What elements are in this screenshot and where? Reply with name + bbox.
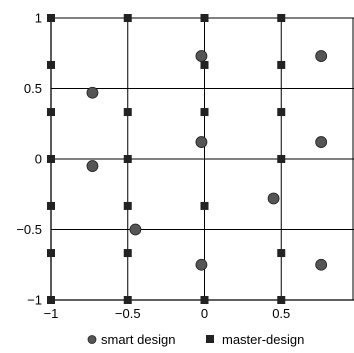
x-tick-label: 0 (201, 306, 208, 321)
master-design-point (47, 14, 55, 22)
master-design-point (47, 108, 55, 117)
smart-design-point (267, 192, 280, 205)
x-tick-label: 0.5 (272, 306, 290, 321)
y-tick-label: 0.5 (24, 81, 42, 96)
master-design-point (123, 249, 132, 258)
smart-design-point (86, 160, 99, 172)
smart-design-point (195, 258, 208, 271)
x-tick-label: −1 (44, 306, 59, 321)
legend-smart-design-label: smart design (101, 332, 175, 347)
master-design-point (277, 296, 286, 304)
smart-design-point (86, 86, 99, 99)
master-design-point (200, 108, 209, 117)
master-design-point (277, 249, 286, 258)
smart-design-point (315, 50, 328, 62)
legend-master-design-label: master-design (222, 332, 304, 347)
smart-design-point (195, 50, 208, 62)
y-tick-labels: 1 0.5 0 −0.5 −1 (16, 11, 42, 308)
legend: smart design master-design (87, 332, 304, 347)
data-marks (47, 14, 328, 304)
master-design-point (200, 201, 209, 210)
master-design-point (123, 296, 132, 304)
master-design-point (47, 60, 55, 69)
x-tick-label: −0.5 (115, 306, 141, 321)
master-design-point (277, 155, 286, 163)
smart-design-point (315, 136, 328, 148)
x-tick-labels: −1−0.500.51 (44, 306, 291, 321)
legend-smart-design-marker (87, 335, 97, 344)
master-design-point (123, 155, 132, 163)
master-design-point (277, 108, 286, 117)
master-design-point (123, 108, 132, 117)
master-design-point (200, 296, 209, 304)
master-design-point (277, 14, 286, 22)
master-design-point (47, 249, 55, 258)
smart-design-point (129, 223, 142, 236)
y-tick-label: −0.5 (16, 222, 42, 237)
legend-master-design-marker (206, 335, 214, 343)
y-tick-label: −1 (27, 293, 42, 308)
master-design-point (47, 296, 55, 304)
master-design-point (200, 60, 209, 69)
y-tick-label: 0 (35, 152, 42, 167)
master-design-point (200, 14, 209, 22)
master-design-point (47, 201, 55, 210)
smart-design-point (195, 136, 208, 148)
master-design-point (123, 14, 132, 22)
smart-design-point (315, 258, 328, 271)
master-design-point (47, 155, 55, 163)
master-design-point (123, 201, 132, 210)
y-tick-label: 1 (35, 11, 42, 26)
master-design-point (277, 60, 286, 69)
